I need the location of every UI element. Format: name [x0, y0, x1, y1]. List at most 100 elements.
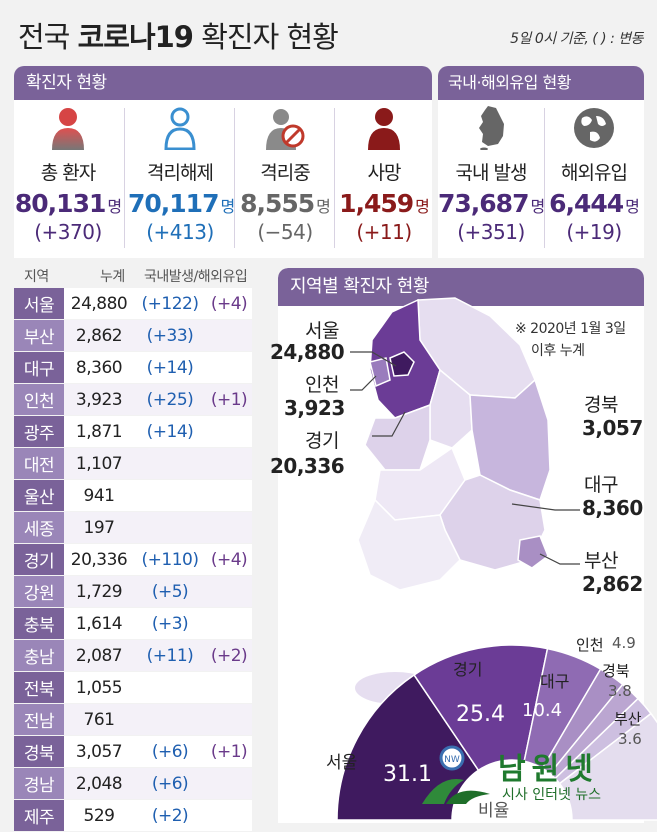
card-label: 해외유입: [561, 162, 628, 184]
region-imported: (+2): [206, 639, 252, 672]
region-imported: (+1): [206, 383, 252, 416]
status-title: 확진자 현황: [26, 73, 107, 93]
card-death: 사망 1,459 명 (+11): [336, 100, 432, 244]
table-row: 세종 197: [14, 511, 252, 544]
region-domestic: (+5): [134, 575, 206, 608]
card-value: 73,687: [438, 189, 529, 218]
card-label: 국내 발생: [455, 162, 528, 184]
card-isolated: 격리중 8,555 명 (−54): [236, 100, 334, 244]
region-total: 2,862: [64, 319, 134, 352]
card-released: 격리해제 70,117 명 (+413): [128, 100, 235, 244]
table-row: 충북 1,614 (+3): [14, 607, 252, 640]
region-imported: [206, 415, 252, 448]
region-imported: [206, 799, 252, 832]
region-name: 인천: [14, 383, 64, 416]
region-name: 충북: [14, 607, 64, 640]
map-label-seoul: 서울: [305, 320, 339, 342]
ratio-label-daegu: 대구: [540, 672, 570, 691]
table-row: 부산 2,862 (+33): [14, 319, 252, 352]
ratio-label-gyeongbuk: 경북: [602, 662, 630, 680]
region-total: 2,087: [64, 639, 134, 672]
globe-icon: [574, 108, 614, 148]
region-imported: [206, 607, 252, 640]
watermark-sub: 시사 인터넷 뉴스: [502, 787, 602, 803]
map-title: 지역별 확진자 현황: [290, 276, 429, 297]
card-change: (+370): [34, 220, 102, 244]
table-row: 전남 761: [14, 703, 252, 736]
map-value-gyeongbuk: 3,057: [582, 416, 643, 440]
map-note-1: ※ 2020년 1월 3일: [515, 321, 626, 337]
unit-label: 명: [625, 197, 640, 216]
watermark-brand: 남원넷: [498, 752, 599, 787]
region-imported: (+1): [206, 735, 252, 768]
table-row: 충남 2,087 (+11) (+2): [14, 639, 252, 672]
table-row: 경기 20,336 (+110) (+4): [14, 543, 252, 576]
region-domestic: [134, 511, 206, 544]
region-name: 울산: [14, 479, 64, 512]
ratio-value-daegu: 10.4: [522, 700, 563, 721]
card-value: 70,117: [128, 189, 219, 218]
header-total: 누계: [100, 269, 125, 285]
svg-text:NW: NW: [444, 755, 460, 765]
map-value-gyeonggi: 20,336: [270, 454, 345, 478]
map-value-incheon: 3,923: [284, 396, 345, 420]
region-table: 지역 누계 국내발생/해외유입 서울 24,880 (+122) (+4) 부산 2,86…: [14, 262, 274, 832]
map-header: 지역별 확진자 현황: [278, 268, 644, 306]
region-imported: [206, 703, 252, 736]
table-row: 제주 529 (+2): [14, 799, 252, 832]
region-domestic: [134, 703, 206, 736]
region-domestic: (+11): [134, 639, 206, 672]
region-total: 761: [64, 703, 134, 736]
table-row: 대전 1,107: [14, 447, 252, 480]
person-outline-icon: [164, 107, 196, 151]
table-row: 경북 3,057 (+6) (+1): [14, 735, 252, 768]
region-name: 전북: [14, 671, 64, 704]
ratio-label-busan: 부산: [614, 710, 642, 728]
unit-label: 명: [316, 197, 331, 216]
person-icon: [368, 108, 400, 150]
table-row: 전북 1,055: [14, 671, 252, 704]
region-domestic: (+3): [134, 607, 206, 640]
status-panel: 확진자 현황 총 환자 80,131 명 (+370) 격리해제 70,117 명 …: [14, 66, 432, 258]
card-imported: 해외유입 6,444 명 (+19): [544, 100, 644, 244]
region-domestic: (+6): [134, 735, 206, 768]
map-value-seoul: 24,880: [270, 340, 345, 364]
map-note-2: 이후 누계: [531, 343, 585, 359]
ratio-value-incheon: 4.9: [612, 634, 636, 652]
region-name: 광주: [14, 415, 64, 448]
region-total: 529: [64, 799, 134, 832]
region-total: 3,923: [64, 383, 134, 416]
region-domestic: (+33): [134, 319, 206, 352]
region-name: 경기: [14, 543, 64, 576]
header-domestic-import: 국내발생/해외유입: [144, 269, 248, 285]
ratio-label-incheon: 인천: [576, 636, 604, 654]
card-label: 격리중: [260, 162, 310, 184]
region-total: 1,614: [64, 607, 134, 640]
region-total: 1,871: [64, 415, 134, 448]
unit-label: 명: [530, 197, 545, 216]
header-region: 지역: [24, 269, 49, 285]
region-total: 197: [64, 511, 134, 544]
map-label-busan: 부산: [584, 550, 618, 572]
card-value: 80,131: [14, 189, 106, 218]
region-name: 부산: [14, 319, 64, 352]
table-row: 강원 1,729 (+5): [14, 575, 252, 608]
card-change: (+19): [566, 220, 622, 244]
region-imported: [206, 767, 252, 800]
region-total: 3,057: [64, 735, 134, 768]
table-row: 대구 8,360 (+14): [14, 351, 252, 384]
region-total: 8,360: [64, 351, 134, 384]
map-label-gyeonggi: 경기: [305, 430, 339, 452]
card-change: (+413): [146, 220, 214, 244]
region-domestic: (+14): [134, 415, 206, 448]
region-imported: [206, 351, 252, 384]
ratio-value-busan: 3.6: [618, 730, 642, 748]
basis-note: 5일 0시 기준, ( ) : 변동: [510, 31, 643, 47]
origin-header: 국내·해외유입 현황: [438, 66, 644, 100]
region-total: 941: [64, 479, 134, 512]
page-title: 전국 코로나19 확진자 현황: [18, 20, 339, 54]
region-imported: [206, 671, 252, 704]
region-name: 대구: [14, 351, 64, 384]
region-imported: [206, 319, 252, 352]
card-label: 총 환자: [40, 162, 96, 184]
